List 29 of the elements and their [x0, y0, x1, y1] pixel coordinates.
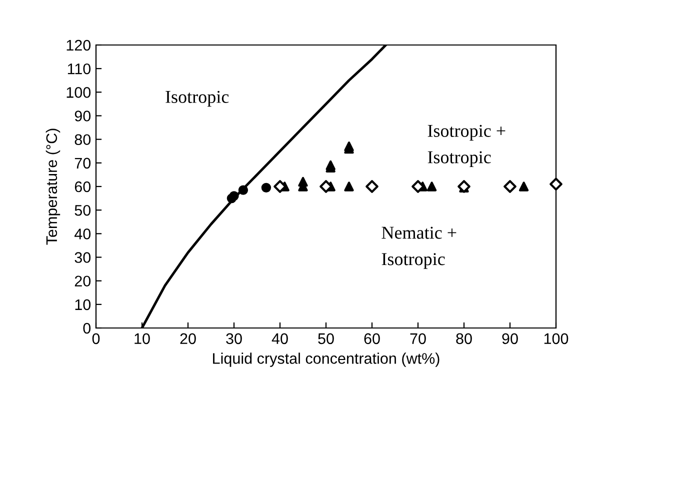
y-tick-label: 10 [75, 299, 91, 310]
y-tick-label: 90 [74, 110, 91, 122]
y-tick-label: 80 [74, 134, 91, 146]
x-tick-label: 30 [226, 333, 242, 344]
annotation: Nematic + Isotropic [382, 226, 456, 269]
annotation: Isotropic + Isotropic [428, 124, 506, 168]
y-tick-label: 30 [74, 252, 91, 263]
y-axis-title: Temperature (°C) [46, 128, 60, 245]
x-tick-label: 100 [544, 333, 568, 344]
y-tick-label: 40 [74, 228, 91, 240]
x-tick-label: 40 [272, 333, 288, 344]
y-tick-label: 100 [66, 87, 91, 98]
x-tick-label: 10 [134, 333, 150, 344]
y-tick-label: 0 [83, 322, 91, 334]
x-tick-label: 90 [502, 333, 518, 344]
x-axis-title: Liquid crystal concentration (wt%) [213, 352, 440, 367]
annotation: Isotropic [166, 90, 229, 107]
y-tick-label: 50 [74, 204, 91, 216]
y-tick-label: 20 [74, 276, 91, 287]
x-tick-label: 80 [456, 333, 472, 344]
x-tick-label: 70 [410, 333, 426, 344]
y-tick-label: 110 [68, 63, 91, 74]
y-tick-label: 120 [66, 40, 91, 51]
x-tick-label: 20 [180, 333, 196, 344]
y-tick-label: 70 [74, 158, 91, 169]
x-tick-label: 60 [364, 333, 380, 344]
y-tick-label: 60 [74, 181, 91, 192]
x-tick-label: 50 [318, 333, 334, 344]
x-tick-label: 0 [92, 333, 100, 344]
